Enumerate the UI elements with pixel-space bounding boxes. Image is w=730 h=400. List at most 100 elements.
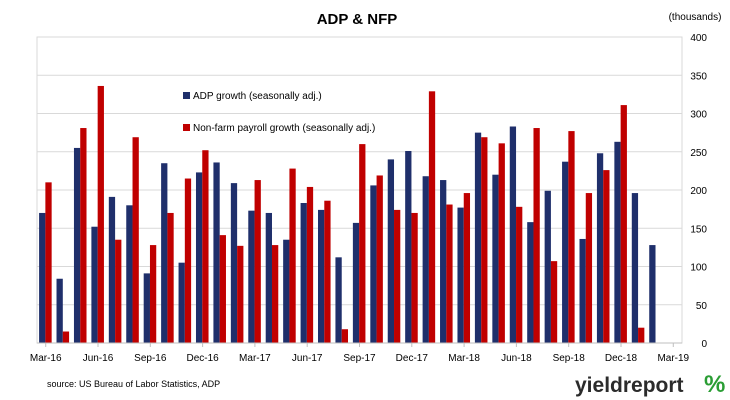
nfp-bar-Mar-17 <box>254 180 261 343</box>
nfp-bar-Apr-18 <box>481 137 488 343</box>
nfp-bar-Apr-17 <box>271 245 279 343</box>
adp-bar-Jan-18 <box>422 176 429 343</box>
nfp-bar-Dec-18 <box>620 105 627 343</box>
nfp-bar-May-16 <box>80 128 87 343</box>
nfp-bar-Aug-16 <box>132 137 139 343</box>
x-tick-label: Mar-19 <box>657 353 689 364</box>
x-tick-label: Dec-17 <box>396 353 429 364</box>
nfp-bar-Jul-16 <box>115 239 122 343</box>
adp-bar-Aug-17 <box>335 257 342 343</box>
nfp-bar-Oct-17 <box>376 175 383 343</box>
adp-bar-Jul-17 <box>318 209 325 343</box>
nfp-bar-Jan-18 <box>428 91 436 343</box>
x-tick-label: Sep-18 <box>553 353 586 364</box>
x-tick-label: Mar-17 <box>239 353 271 364</box>
adp-bar-Jun-16 <box>91 226 98 343</box>
nfp-bar-Nov-16 <box>184 178 192 343</box>
adp-bar-Feb-18 <box>440 180 447 343</box>
chart-title: ADP & NFP <box>317 11 398 28</box>
nfp-bar-Dec-17 <box>411 212 418 343</box>
y-tick-label: 0 <box>701 339 707 350</box>
nfp-bar-Jun-17 <box>306 186 314 343</box>
adp-bar-Apr-16 <box>56 278 63 343</box>
nfp-bar-Oct-18 <box>585 193 593 343</box>
y-tick-label: 50 <box>696 301 708 312</box>
adp-bar-Dec-18 <box>614 141 621 343</box>
adp-bar-Feb-19 <box>649 245 656 343</box>
adp-bar-Nov-17 <box>387 159 395 343</box>
adp-bar-Aug-18 <box>544 190 551 343</box>
adp-bar-Sep-16 <box>143 273 150 343</box>
adp-bar-Oct-16 <box>161 163 168 343</box>
adp-bar-Dec-16 <box>195 172 203 343</box>
nfp-bar-Aug-17 <box>341 329 348 343</box>
nfp-bar-May-18 <box>498 143 505 343</box>
adp-bar-Oct-18 <box>579 238 586 343</box>
adp-bar-Jul-18 <box>527 222 534 343</box>
logo-text: yieldreport <box>575 374 684 397</box>
x-tick-label: Jun-17 <box>292 353 323 364</box>
source-note: source: US Bureau of Labor Statistics, A… <box>47 379 220 389</box>
adp-bar-Nov-16 <box>178 262 185 343</box>
adp-bar-Mar-17 <box>248 210 255 343</box>
adp-bar-Mar-16 <box>39 212 46 343</box>
logo-percent-mark: % <box>704 371 725 398</box>
adp-bar-May-18 <box>492 174 499 343</box>
nfp-bar-Jan-17 <box>219 235 226 343</box>
adp-bar-Sep-18 <box>562 161 569 343</box>
nfp-bar-Jun-18 <box>516 206 523 343</box>
yieldreport-logo: yieldreport % <box>575 371 725 398</box>
nfp-bar-Jul-17 <box>324 200 331 343</box>
adp-bar-Jun-18 <box>509 126 517 343</box>
x-axis-ticks: Mar-16 Jun-16 Sep-16 Dec-16 Mar-17 Jun-17 Sep-… <box>30 343 690 364</box>
y-tick-label: 100 <box>690 263 707 274</box>
nfp-bar-Jul-18 <box>533 128 540 343</box>
y-tick-label: 350 <box>690 71 707 82</box>
nfp-bar-Sep-17 <box>359 144 366 343</box>
nfp-bar-Nov-18 <box>603 170 610 343</box>
nfp-bar-Oct-16 <box>167 212 174 343</box>
adp-bar-Feb-17 <box>230 183 238 343</box>
adp-bar-Oct-17 <box>370 185 377 343</box>
adp-bar-Jan-17 <box>213 162 220 343</box>
nfp-bar-Feb-18 <box>446 204 453 343</box>
nfp-bar-Aug-18 <box>550 261 558 343</box>
nfp-bar-Sep-18 <box>568 131 575 343</box>
adp-bar-Jul-16 <box>108 196 116 343</box>
y-tick-label: 150 <box>690 224 707 235</box>
nfp-bar-Dec-16 <box>202 150 209 343</box>
nfp-bar-Feb-17 <box>237 245 244 343</box>
y-axis-ticks: 0 50 100 150 200 250 300 350 400 <box>690 33 707 350</box>
nfp-bar-Nov-17 <box>394 209 401 343</box>
nfp-bar-Jan-19 <box>638 327 645 343</box>
legend-swatch-adp <box>183 92 190 99</box>
y-tick-label: 300 <box>690 110 707 121</box>
x-tick-label: Mar-18 <box>448 353 480 364</box>
y-tick-label: 250 <box>690 148 707 159</box>
x-tick-label: Sep-16 <box>134 353 167 364</box>
y-tick-label: 200 <box>690 186 707 197</box>
x-tick-label: Sep-17 <box>343 353 376 364</box>
x-tick-label: Dec-18 <box>605 353 638 364</box>
adp-bar-Apr-17 <box>265 212 272 343</box>
legend-swatch-nfp <box>183 124 190 131</box>
adp-bar-Sep-17 <box>352 222 360 343</box>
x-tick-label: Jun-16 <box>83 353 114 364</box>
legend-label-nfp: Non-farm payroll growth (seasonally adj.… <box>193 123 375 134</box>
bars-group <box>39 85 656 344</box>
adp-bar-Apr-18 <box>474 132 482 344</box>
nfp-bar-Apr-16 <box>62 331 70 343</box>
adp-bar-Jan-19 <box>631 193 639 343</box>
x-tick-label: Jun-18 <box>501 353 532 364</box>
y-tick-label: 400 <box>690 33 707 44</box>
adp-bar-Jun-17 <box>300 203 307 343</box>
legend-label-adp: ADP growth (seasonally adj.) <box>193 91 322 102</box>
adp-bar-May-17 <box>283 239 290 343</box>
legend: ADP growth (seasonally adj.) Non-farm pa… <box>183 91 375 134</box>
nfp-bar-Jun-16 <box>97 85 104 344</box>
x-tick-label: Mar-16 <box>30 353 62 364</box>
adp-bar-Dec-17 <box>405 150 412 343</box>
nfp-bar-Mar-16 <box>45 182 52 343</box>
units-label: (thousands) <box>669 12 722 23</box>
